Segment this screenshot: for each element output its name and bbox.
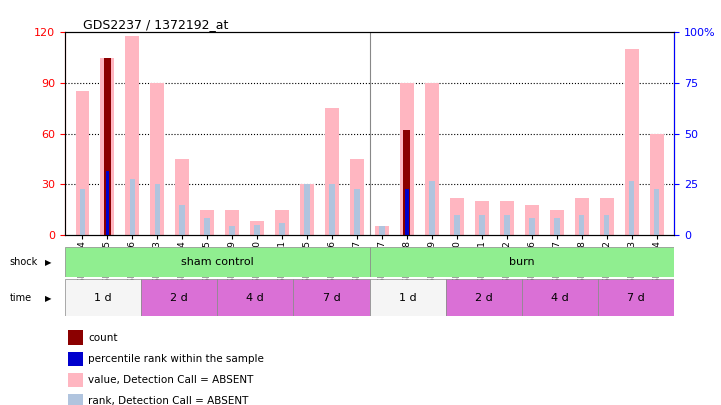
- Text: percentile rank within the sample: percentile rank within the sample: [88, 354, 264, 364]
- Text: count: count: [88, 333, 118, 343]
- Bar: [650, 134, 663, 235]
- Bar: [105, 171, 110, 235]
- Bar: [400, 83, 414, 235]
- Text: rank, Detection Call = ABSENT: rank, Detection Call = ABSENT: [88, 396, 249, 405]
- Bar: [500, 201, 513, 235]
- Bar: [130, 179, 135, 235]
- Bar: [598, 279, 674, 316]
- Text: 2 d: 2 d: [170, 293, 188, 303]
- Bar: [300, 184, 314, 235]
- Text: shock: shock: [9, 258, 37, 267]
- Bar: [425, 83, 439, 235]
- Bar: [200, 210, 214, 235]
- Bar: [550, 210, 564, 235]
- Bar: [575, 198, 588, 235]
- Bar: [654, 190, 660, 235]
- Bar: [141, 279, 217, 316]
- Bar: [100, 58, 114, 235]
- Bar: [293, 279, 369, 316]
- Bar: [379, 226, 385, 235]
- Bar: [304, 184, 310, 235]
- Bar: [329, 184, 335, 235]
- Text: 4 d: 4 d: [247, 293, 264, 303]
- Bar: [154, 184, 160, 235]
- Bar: [450, 198, 464, 235]
- Text: 1 d: 1 d: [94, 293, 112, 303]
- Bar: [446, 279, 522, 316]
- Bar: [350, 159, 364, 235]
- Bar: [76, 92, 89, 235]
- Text: 7 d: 7 d: [322, 293, 340, 303]
- Bar: [275, 210, 289, 235]
- Bar: [454, 215, 460, 235]
- Bar: [205, 218, 210, 235]
- Bar: [600, 198, 614, 235]
- Bar: [279, 223, 285, 235]
- Text: 1 d: 1 d: [399, 293, 417, 303]
- Bar: [554, 218, 559, 235]
- Bar: [255, 225, 260, 235]
- Text: GDS2237 / 1372192_at: GDS2237 / 1372192_at: [83, 18, 229, 31]
- Bar: [229, 226, 235, 235]
- Text: sham control: sham control: [181, 257, 254, 267]
- Bar: [525, 205, 539, 235]
- Text: 2 d: 2 d: [475, 293, 492, 303]
- Bar: [369, 279, 446, 316]
- Bar: [68, 373, 83, 387]
- Bar: [180, 205, 185, 235]
- Bar: [68, 330, 83, 345]
- Text: 7 d: 7 d: [627, 293, 645, 303]
- Bar: [125, 36, 139, 235]
- Bar: [475, 201, 489, 235]
- Bar: [68, 394, 83, 405]
- Bar: [625, 49, 639, 235]
- Text: ▶: ▶: [45, 258, 52, 267]
- Bar: [68, 352, 83, 366]
- Bar: [529, 218, 534, 235]
- Bar: [429, 181, 435, 235]
- Bar: [629, 181, 634, 235]
- Bar: [579, 215, 585, 235]
- Bar: [79, 190, 85, 235]
- Bar: [404, 130, 410, 235]
- Bar: [604, 215, 609, 235]
- Bar: [217, 279, 293, 316]
- Bar: [369, 247, 674, 277]
- Bar: [250, 222, 264, 235]
- Bar: [175, 159, 189, 235]
- Bar: [375, 226, 389, 235]
- Bar: [106, 171, 109, 235]
- Text: value, Detection Call = ABSENT: value, Detection Call = ABSENT: [88, 375, 253, 385]
- Bar: [479, 215, 485, 235]
- Text: ▶: ▶: [45, 294, 52, 303]
- Bar: [104, 58, 111, 235]
- Bar: [65, 279, 141, 316]
- Bar: [226, 210, 239, 235]
- Bar: [504, 215, 510, 235]
- Bar: [405, 190, 409, 235]
- Text: 4 d: 4 d: [551, 293, 569, 303]
- Bar: [404, 190, 410, 235]
- Bar: [325, 109, 339, 235]
- Bar: [522, 279, 598, 316]
- Text: burn: burn: [509, 257, 535, 267]
- Bar: [65, 247, 369, 277]
- Text: time: time: [9, 293, 32, 303]
- Bar: [354, 190, 360, 235]
- Bar: [151, 83, 164, 235]
